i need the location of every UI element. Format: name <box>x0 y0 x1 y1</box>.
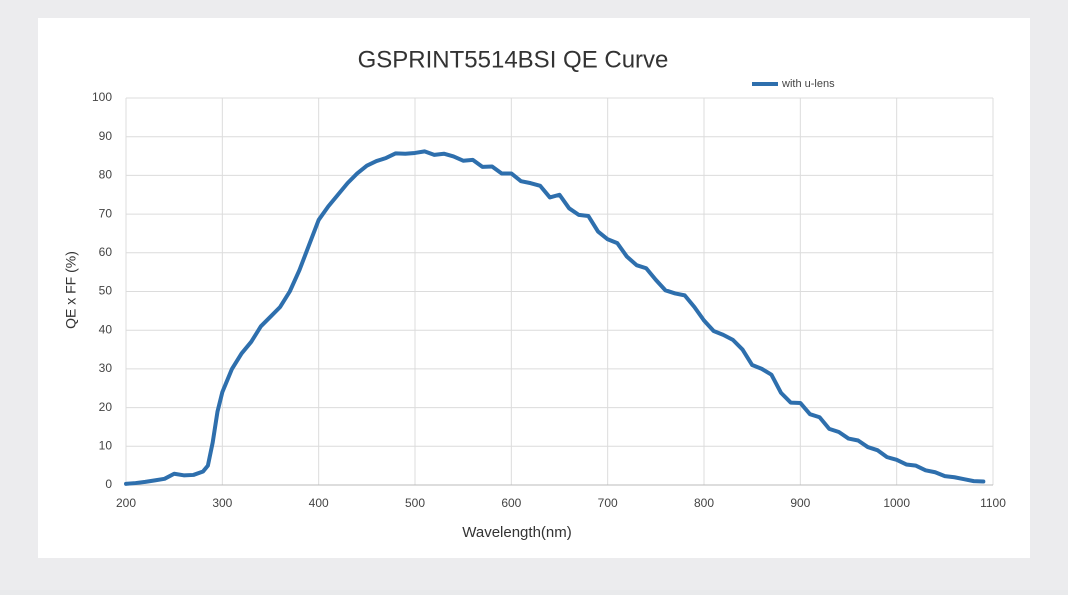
x-tick-label: 1100 <box>980 496 1006 510</box>
y-tick-label: 10 <box>99 438 113 452</box>
y-tick-label: 20 <box>99 400 113 414</box>
y-tick-label: 90 <box>99 129 113 143</box>
y-tick-label: 40 <box>99 322 113 336</box>
y-tick-label: 50 <box>99 284 113 298</box>
y-tick-label: 100 <box>92 90 112 104</box>
legend-label: with u-lens <box>781 78 835 90</box>
x-tick-label: 800 <box>694 496 714 510</box>
x-tick-label: 900 <box>790 496 810 510</box>
x-tick-label: 300 <box>212 496 232 510</box>
x-axis-label: Wavelength(nm) <box>462 524 571 541</box>
data-line <box>124 149 986 486</box>
x-tick-label: 600 <box>501 496 521 510</box>
x-tick-label: 200 <box>116 496 136 510</box>
y-axis-label: QE x FF (%) <box>63 251 79 329</box>
chart-title: GSPRINT5514BSI QE Curve <box>358 46 669 73</box>
y-tick-label: 60 <box>99 245 113 259</box>
y-tick-label: 70 <box>99 206 113 220</box>
y-tick-label: 0 <box>105 477 112 491</box>
y-tick-label: 80 <box>99 168 113 182</box>
x-tick-label: 700 <box>598 496 618 510</box>
x-tick-label: 1000 <box>883 496 910 510</box>
y-tick-label: 30 <box>99 361 113 375</box>
x-tick-label: 400 <box>309 496 329 510</box>
x-tick-label: 500 <box>405 496 425 510</box>
panel <box>38 18 1030 558</box>
